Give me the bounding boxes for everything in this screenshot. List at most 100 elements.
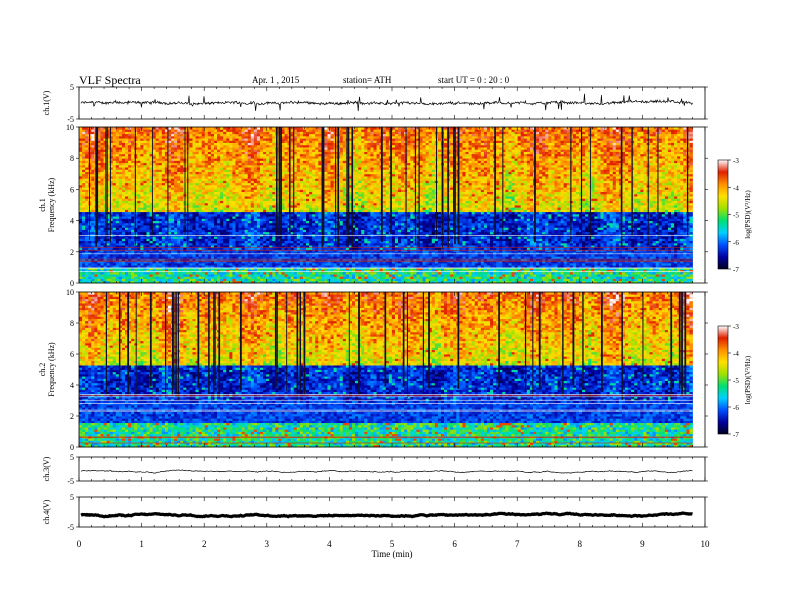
heatmap-cell bbox=[493, 267, 497, 271]
heatmap-cell bbox=[480, 269, 485, 273]
heatmap-cell bbox=[649, 278, 654, 282]
heatmap-cell bbox=[164, 276, 169, 279]
heatmap-cell bbox=[404, 265, 408, 268]
heatmap-cell bbox=[183, 278, 187, 282]
heatmap-cell bbox=[628, 271, 632, 275]
heatmap-cell bbox=[324, 274, 328, 277]
heatmap-cell bbox=[394, 265, 399, 268]
heatmap-cell bbox=[569, 274, 574, 277]
heatmap-cell bbox=[198, 274, 203, 277]
heatmap-cell bbox=[361, 280, 365, 284]
heatmap-cell bbox=[625, 278, 629, 282]
heatmap-cell bbox=[422, 278, 427, 282]
heatmap-cell bbox=[428, 274, 433, 277]
heatmap-cell bbox=[591, 269, 595, 273]
heatmap-cell bbox=[566, 271, 571, 275]
heatmap-cell bbox=[269, 271, 273, 275]
heatmap-cell bbox=[177, 269, 181, 273]
heatmap-cell bbox=[493, 269, 497, 273]
heatmap-cell bbox=[131, 278, 135, 282]
heatmap-cell bbox=[345, 271, 350, 275]
heatmap-cell bbox=[450, 269, 454, 273]
heatmap-cell bbox=[671, 267, 675, 271]
heatmap-cell bbox=[523, 274, 528, 277]
heatmap-cell bbox=[410, 280, 414, 284]
heatmap-cell bbox=[398, 265, 402, 268]
heatmap-cell bbox=[539, 276, 543, 279]
heatmap-cell bbox=[370, 274, 374, 277]
heatmap-cell bbox=[226, 274, 230, 277]
heatmap-cell bbox=[376, 280, 381, 284]
heatmap-cell bbox=[97, 276, 101, 279]
heatmap-cell bbox=[272, 269, 276, 273]
heatmap-cell bbox=[625, 280, 629, 284]
heatmap-cell bbox=[502, 265, 506, 268]
heatmap-cell bbox=[677, 271, 681, 275]
heatmap-cell bbox=[471, 267, 476, 271]
heatmap-cell bbox=[689, 278, 693, 282]
heatmap-cell bbox=[542, 280, 546, 284]
heatmap-cell bbox=[250, 271, 255, 275]
heatmap-cell bbox=[336, 269, 341, 273]
heatmap-cell bbox=[674, 271, 678, 275]
heatmap-cell bbox=[643, 271, 647, 275]
heatmap-cell bbox=[582, 276, 586, 279]
heatmap-cell bbox=[134, 271, 138, 275]
heatmap-cell bbox=[450, 278, 454, 282]
heatmap-cell bbox=[413, 267, 417, 271]
heatmap-cell bbox=[394, 280, 399, 284]
heatmap-cell bbox=[161, 278, 166, 282]
heatmap-cell bbox=[186, 276, 190, 279]
heatmap-cell bbox=[588, 267, 592, 271]
heatmap-cell bbox=[618, 271, 623, 275]
heatmap-cell bbox=[143, 278, 147, 282]
heatmap-cell bbox=[217, 280, 221, 284]
heatmap-cell bbox=[330, 269, 334, 273]
heatmap-cell bbox=[91, 274, 95, 277]
heatmap-cell bbox=[336, 274, 341, 277]
heatmap-cell bbox=[437, 267, 442, 271]
heatmap-cell bbox=[477, 267, 482, 271]
heatmap-cell bbox=[143, 267, 147, 271]
heatmap-cell bbox=[410, 274, 414, 277]
heatmap-cell bbox=[112, 265, 117, 268]
heatmap-cell bbox=[290, 274, 295, 277]
heatmap-cell bbox=[373, 267, 377, 271]
heatmap-cell bbox=[118, 276, 123, 279]
heatmap-cell bbox=[566, 280, 571, 284]
heatmap-cell bbox=[477, 265, 482, 268]
heatmap-cell bbox=[689, 274, 693, 277]
heatmap-cell bbox=[490, 265, 494, 268]
heatmap-cell bbox=[689, 269, 693, 273]
heatmap-cell bbox=[97, 271, 101, 275]
start-time-label: start UT = 0 : 20 : 0 bbox=[438, 75, 510, 85]
heatmap-cell bbox=[456, 267, 460, 271]
heatmap-cell bbox=[401, 276, 405, 279]
heatmap-cell bbox=[667, 271, 672, 275]
heatmap-cell bbox=[143, 280, 147, 284]
heatmap-cell bbox=[652, 271, 657, 275]
heatmap-cell bbox=[336, 265, 341, 268]
heatmap-cell bbox=[591, 274, 595, 277]
heatmap-cell bbox=[539, 280, 543, 284]
heatmap-cell bbox=[293, 267, 298, 271]
heatmap-cell bbox=[520, 265, 525, 268]
heatmap-cell bbox=[253, 274, 258, 277]
heatmap-cell bbox=[287, 267, 292, 271]
heatmap-cell bbox=[272, 278, 276, 282]
heatmap-cell bbox=[275, 278, 279, 282]
heatmap-cell bbox=[352, 276, 356, 279]
heatmap-cell bbox=[643, 278, 647, 282]
heatmap-cell bbox=[217, 269, 221, 273]
heatmap-cell bbox=[198, 278, 203, 282]
heatmap-cell bbox=[348, 280, 353, 284]
heatmap-cell bbox=[394, 267, 399, 271]
heatmap-cell bbox=[658, 271, 663, 275]
heatmap-cell bbox=[259, 271, 264, 275]
heatmap-cell bbox=[379, 280, 384, 284]
heatmap-cell bbox=[373, 278, 377, 282]
heatmap-cell bbox=[189, 267, 193, 271]
heatmap-cell bbox=[253, 267, 258, 271]
heatmap-cell bbox=[100, 276, 104, 279]
heatmap-cell bbox=[355, 280, 359, 284]
